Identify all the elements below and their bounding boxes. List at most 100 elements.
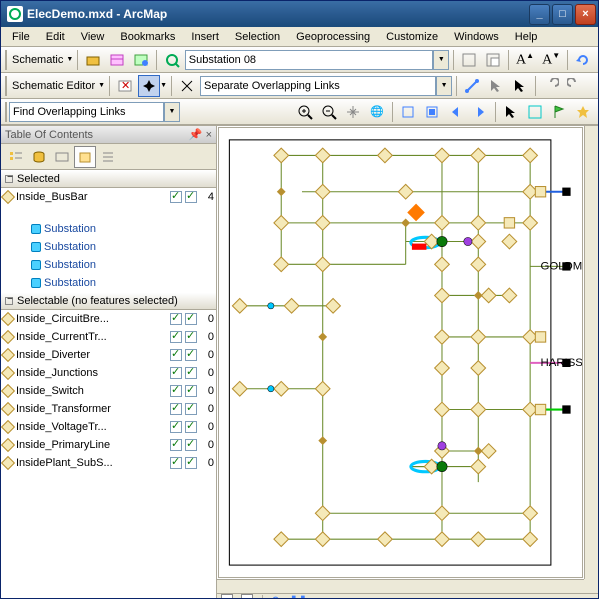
layer-checkbox[interactable] (170, 367, 182, 379)
layer-checkbox[interactable] (170, 439, 182, 451)
substation-link[interactable]: Substation (44, 241, 96, 253)
select-icon[interactable] (500, 101, 522, 123)
substation-link[interactable]: Substation (44, 259, 96, 271)
layer-checkbox2[interactable] (185, 457, 197, 469)
horizontal-scrollbar[interactable] (217, 579, 584, 593)
layer-checkbox[interactable] (170, 313, 182, 325)
zoomin-icon[interactable] (294, 101, 316, 123)
layer-checkbox2[interactable] (185, 331, 197, 343)
map-viewport[interactable]: GOLDMINEHARISSON (218, 127, 583, 578)
substation-row[interactable]: Substation (1, 256, 216, 274)
update-icon[interactable] (130, 49, 152, 71)
redo-icon[interactable] (564, 75, 586, 97)
zoomout-icon[interactable] (318, 101, 340, 123)
menu-view[interactable]: View (74, 29, 112, 45)
extent2-icon[interactable] (421, 101, 443, 123)
substation-combo[interactable] (185, 50, 434, 70)
layer-row[interactable]: Inside_Transformer 0 (1, 400, 216, 418)
layer-checkbox[interactable] (170, 349, 182, 361)
menu-selection[interactable]: Selection (228, 29, 287, 45)
toc-source-icon[interactable] (28, 146, 50, 168)
layer-checkbox2[interactable] (185, 403, 197, 415)
maximize-button[interactable]: □ (552, 4, 573, 25)
data-view-tab[interactable] (221, 594, 233, 598)
layer-row[interactable]: Inside_CurrentTr... 0 (1, 328, 216, 346)
schematic-dropdown-label[interactable]: Schematic (9, 54, 66, 66)
layer-checkbox[interactable] (170, 457, 182, 469)
find-arrow-icon[interactable]: ▼ (164, 102, 180, 122)
toc-list-icon[interactable] (5, 146, 27, 168)
substation-row[interactable]: Substation (1, 238, 216, 256)
menu-file[interactable]: File (5, 29, 37, 45)
move-tool-icon[interactable] (138, 75, 160, 97)
substation-link[interactable]: Substation (44, 277, 96, 289)
globe-icon[interactable]: 🌐 (366, 101, 388, 123)
close-button[interactable]: × (575, 4, 596, 25)
open-icon[interactable] (82, 49, 104, 71)
menu-windows[interactable]: Windows (447, 29, 506, 45)
star-icon[interactable] (572, 101, 594, 123)
layer-busbar[interactable]: Inside_BusBar 4 (1, 188, 216, 206)
back-icon[interactable] (445, 101, 467, 123)
minimize-button[interactable]: _ (529, 4, 550, 25)
collapse-icon[interactable] (5, 175, 13, 183)
menu-geoprocessing[interactable]: Geoprocessing (289, 29, 377, 45)
menu-insert[interactable]: Insert (184, 29, 226, 45)
combo-arrow-icon[interactable]: ▼ (433, 50, 449, 70)
diagram-icon[interactable] (106, 49, 128, 71)
view1-icon[interactable] (458, 49, 480, 71)
layer-checkbox2[interactable] (185, 439, 197, 451)
toc-pin-icon[interactable]: 📌 (189, 129, 203, 141)
layer-row[interactable]: Inside_Diverter 0 (1, 346, 216, 364)
toc-selection-icon[interactable] (74, 146, 96, 168)
move-arrow-icon[interactable]: ▼ (160, 82, 167, 89)
layer-checkbox[interactable] (170, 385, 182, 397)
separate-tool-icon[interactable] (176, 75, 198, 97)
menu-help[interactable]: Help (508, 29, 545, 45)
link-icon[interactable] (461, 75, 483, 97)
task-combo[interactable] (200, 76, 436, 96)
substation-row[interactable]: Substation (1, 274, 216, 292)
collapse-icon[interactable] (5, 297, 13, 305)
flag-icon[interactable] (548, 101, 570, 123)
clear-sel-icon[interactable] (524, 101, 546, 123)
fwd-icon[interactable] (469, 101, 491, 123)
font-size-a1[interactable]: A▲ (513, 51, 537, 69)
substation-row[interactable]: Substation (1, 220, 216, 238)
refresh-view-icon[interactable]: ⟳ (272, 594, 281, 598)
vertical-scrollbar[interactable] (584, 126, 598, 579)
layer-checkbox[interactable] (170, 331, 182, 343)
editor-arrow-icon[interactable]: ▼ (98, 82, 105, 89)
toc-options-icon[interactable] (97, 146, 119, 168)
font-size-a2[interactable]: A▼ (539, 51, 563, 69)
layer-row[interactable]: Inside_Switch 0 (1, 382, 216, 400)
layer-checkbox2[interactable] (185, 349, 197, 361)
layer-row[interactable]: Inside_PrimaryLine 0 (1, 436, 216, 454)
toc-close-icon[interactable]: × (206, 129, 212, 141)
layout-view-tab[interactable] (241, 594, 253, 598)
substation-link[interactable]: Substation (44, 223, 96, 235)
view2-icon[interactable] (482, 49, 504, 71)
layer-row[interactable]: InsidePlant_SubS... 0 (1, 454, 216, 472)
menu-customize[interactable]: Customize (379, 29, 445, 45)
layer-checkbox2[interactable] (185, 367, 197, 379)
pause-icon[interactable]: ❚❚ (289, 594, 307, 598)
pan-icon[interactable] (342, 101, 364, 123)
layer-checkbox[interactable] (170, 403, 182, 415)
layer-row[interactable]: Inside_VoltageTr... 0 (1, 418, 216, 436)
toc-visibility-icon[interactable] (51, 146, 73, 168)
undo-icon[interactable] (540, 75, 562, 97)
layer-checkbox[interactable] (170, 421, 182, 433)
layer-checkbox2[interactable] (185, 421, 197, 433)
menu-bookmarks[interactable]: Bookmarks (113, 29, 182, 45)
layer-checkbox2[interactable] (185, 385, 197, 397)
menu-edit[interactable]: Edit (39, 29, 72, 45)
dropdown-arrow-icon[interactable]: ▼ (66, 56, 73, 63)
extent1-icon[interactable] (397, 101, 419, 123)
pointer2-icon[interactable] (509, 75, 531, 97)
substation-icon[interactable] (161, 49, 183, 71)
layer-row[interactable]: Inside_CircuitBre... 0 (1, 310, 216, 328)
find-input[interactable] (9, 102, 164, 122)
pointer-icon[interactable] (485, 75, 507, 97)
editor-dropdown-label[interactable]: Schematic Editor (9, 80, 98, 92)
